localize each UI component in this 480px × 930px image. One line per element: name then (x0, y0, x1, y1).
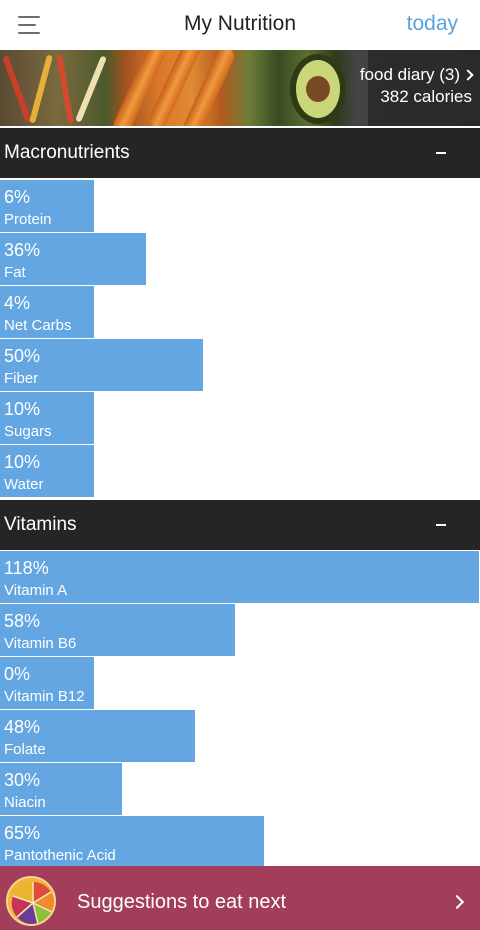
nutrient-bar-vitamin-b6[interactable] (0, 604, 235, 656)
food-diary-summary: food diary (3) 382 calories (359, 64, 474, 108)
nutrient-label: Vitamin A (4, 582, 68, 599)
nutrient-bar-protein[interactable] (0, 180, 94, 232)
nutrient-percent: 58% (4, 611, 41, 631)
carrots-image (110, 50, 250, 126)
food-diary-label: food diary (3) (359, 65, 460, 84)
nutrient-percent: 50% (4, 346, 41, 366)
section-title: Macronutrients (4, 142, 130, 163)
nutrient-bar-folate[interactable] (0, 710, 195, 762)
nutrient-label: Sugars (4, 423, 52, 440)
chevron-right-icon (462, 69, 474, 81)
nutrient-bar-net-carbs[interactable] (0, 286, 94, 338)
suggestions-button[interactable]: Suggestions to eat next (0, 866, 480, 930)
nutrient-percent: 0% (4, 664, 31, 684)
section-header-vitamins[interactable]: Vitamins (0, 498, 480, 550)
section-title: Vitamins (4, 514, 77, 535)
nutrient-label: Pantothenic Acid (4, 847, 116, 864)
nutrient-percent: 48% (4, 717, 41, 737)
nutrient-percent: 10% (4, 399, 41, 419)
food-diary-banner[interactable]: food diary (3) 382 calories (0, 50, 480, 126)
collapse-icon[interactable] (436, 524, 446, 526)
nutrient-bar-fat[interactable] (0, 233, 146, 285)
page-title: My Nutrition (183, 12, 297, 35)
nutrient-bar-water[interactable] (0, 445, 94, 497)
nutrient-percent: 118% (4, 558, 49, 578)
fruit-slice-icon (6, 876, 56, 926)
nutrient-percent: 6% (4, 187, 31, 207)
nutrient-percent: 36% (4, 240, 41, 260)
nutrient-percent: 10% (4, 452, 41, 472)
menu-icon[interactable] (18, 14, 44, 36)
section-header-macronutrients[interactable]: Macronutrients (0, 126, 480, 178)
nutrient-label: Folate (4, 741, 46, 758)
nutrient-label: Net Carbs (4, 317, 72, 334)
nutrient-percent: 65% (4, 823, 41, 843)
calories-label: 382 calories (380, 87, 472, 106)
nutrient-label: Niacin (4, 794, 46, 811)
nutrient-percent: 30% (4, 770, 41, 790)
nutrient-bar-sugars[interactable] (0, 392, 94, 444)
nutrient-bar-vitamin-a[interactable] (0, 551, 479, 603)
nutrient-label: Vitamin B12 (4, 688, 85, 705)
nutrient-label: Fat (4, 264, 26, 281)
nutrient-bar-fiber[interactable] (0, 339, 203, 391)
chevron-right-icon (449, 894, 465, 910)
today-button[interactable]: today (406, 12, 458, 35)
nutrient-bar-pantothenic-acid[interactable] (0, 816, 264, 868)
chard-image (0, 50, 120, 126)
nutrient-label: Vitamin B6 (4, 635, 77, 652)
nutrient-label: Fiber (4, 370, 39, 387)
nutrient-label: Water (4, 476, 44, 493)
collapse-icon[interactable] (436, 152, 446, 154)
nutrient-label: Protein (4, 211, 52, 228)
nav-bar: My Nutrition today (0, 0, 480, 50)
nutrient-bar-niacin[interactable] (0, 763, 122, 815)
suggestions-label: Suggestions to eat next (77, 891, 287, 913)
nutrient-percent: 4% (4, 293, 31, 313)
avocado-image (250, 50, 370, 126)
nutrient-bar-vitamin-b12[interactable] (0, 657, 94, 709)
